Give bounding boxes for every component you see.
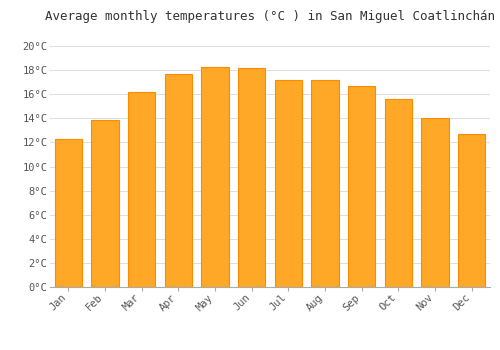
- Bar: [128, 92, 156, 287]
- Bar: [201, 66, 229, 287]
- Bar: [164, 74, 192, 287]
- Bar: [421, 118, 448, 287]
- Bar: [238, 68, 266, 287]
- Bar: [311, 80, 339, 287]
- Bar: [91, 120, 119, 287]
- Title: Average monthly temperatures (°C ) in San Miguel Coatlinchán: Average monthly temperatures (°C ) in Sa…: [45, 10, 495, 23]
- Bar: [348, 86, 376, 287]
- Bar: [458, 134, 485, 287]
- Bar: [274, 80, 302, 287]
- Bar: [384, 99, 412, 287]
- Bar: [54, 139, 82, 287]
